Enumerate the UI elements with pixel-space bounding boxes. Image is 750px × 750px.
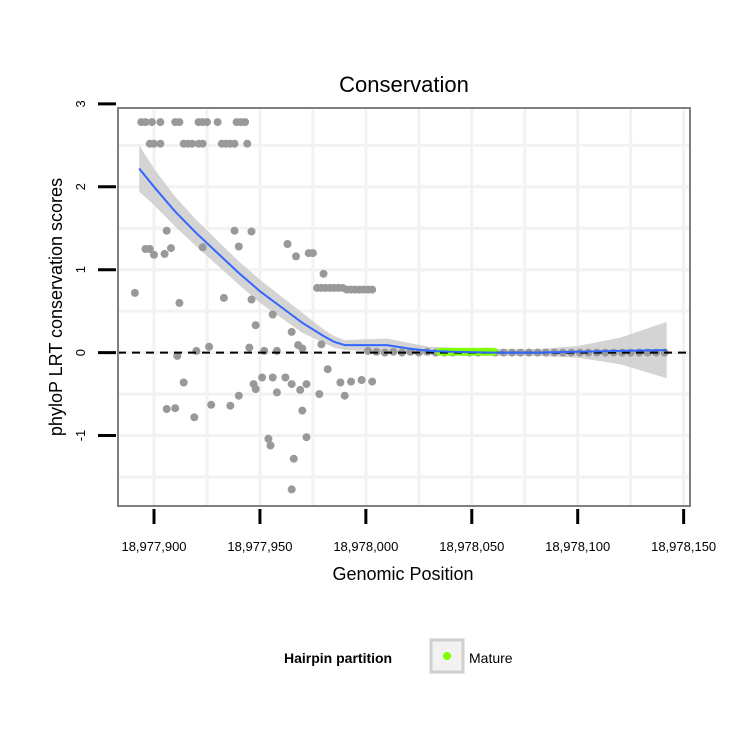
x-axis-ticks: 18,977,900 18,977,950 18,978,000 18,978,050… (121, 509, 716, 554)
legend-title: Hairpin partition (284, 650, 392, 666)
data-point (230, 226, 239, 235)
x-tick-label: 18,978,050 (439, 539, 504, 554)
data-point (266, 441, 275, 450)
data-point (247, 227, 256, 236)
x-tick-label: 18,978,100 (545, 539, 610, 554)
x-tick-label: 18,978,000 (333, 539, 398, 554)
plot-border (117, 107, 691, 507)
data-point (364, 346, 372, 355)
data-point (150, 139, 158, 148)
y-axis-ticks: -1 0 1 2 3 (73, 100, 116, 441)
data-point (175, 298, 184, 307)
x-tick-label: 18,977,900 (121, 539, 186, 554)
x-tick-label: 18,977,950 (227, 539, 292, 554)
y-tick-label: 3 (73, 100, 88, 107)
x-axis-title: Genomic Position (332, 564, 473, 584)
legend-label-mature: Mature (469, 650, 513, 666)
data-point (150, 250, 158, 259)
data-point (230, 139, 239, 148)
data-point (162, 405, 171, 413)
data-point (287, 485, 296, 494)
data-point (268, 310, 277, 319)
data-point (147, 118, 156, 127)
y-axis-title: phyloP LRT conservation scores (46, 178, 66, 436)
data-point (141, 118, 150, 127)
data-point (287, 327, 296, 336)
data-point (368, 377, 377, 386)
data-point (368, 285, 377, 294)
data-point (173, 351, 182, 360)
legend: Hairpin partition Mature (284, 638, 513, 674)
data-point (245, 343, 254, 352)
legend-mature-dot (443, 652, 451, 660)
data-point (145, 245, 154, 253)
data-point (296, 385, 305, 394)
data-point (156, 118, 165, 127)
data-point (190, 413, 199, 422)
smooth-line (138, 167, 667, 354)
data-point (268, 373, 277, 382)
data-point (241, 118, 250, 127)
y-tick-label: 1 (73, 266, 88, 273)
data-point (156, 139, 165, 148)
data-point (160, 249, 169, 258)
data-point (198, 243, 207, 252)
x-tick-label: 18,978,150 (651, 539, 716, 554)
data-point (234, 242, 243, 251)
data-point (389, 347, 398, 356)
data-point (258, 373, 267, 382)
data-point (243, 139, 252, 148)
data-point (213, 118, 222, 127)
data-point (272, 388, 281, 397)
data-point (251, 321, 260, 330)
data-point (130, 288, 139, 297)
data-point (205, 342, 214, 351)
plot-background (118, 108, 690, 506)
chart-title: Conservation (339, 72, 469, 97)
data-point (226, 401, 235, 410)
data-point (317, 340, 326, 349)
data-point (247, 295, 256, 304)
data-point (171, 404, 180, 413)
y-tick-label: -1 (73, 430, 88, 442)
y-tick-label: 0 (73, 349, 88, 356)
data-point (308, 249, 317, 258)
data-point (287, 380, 296, 389)
data-point (302, 380, 311, 389)
data-point (319, 269, 328, 278)
data-point (234, 391, 243, 400)
data-point (219, 293, 228, 302)
data-point (302, 433, 311, 442)
data-point (357, 376, 366, 384)
data-point (289, 454, 298, 463)
data-point (315, 390, 324, 399)
data-point (283, 240, 292, 248)
data-point (292, 252, 300, 261)
data-point (167, 244, 175, 253)
data-point (336, 378, 345, 387)
data-point (323, 365, 332, 374)
data-point (298, 344, 307, 353)
data-point (203, 118, 211, 127)
data-point (175, 118, 184, 127)
data-point (347, 377, 355, 386)
data-point (272, 346, 281, 355)
data-point (188, 139, 197, 148)
data-point (264, 434, 273, 443)
data-point (260, 346, 269, 355)
data-point (207, 400, 216, 409)
y-tick-label: 2 (73, 183, 88, 190)
data-point (198, 139, 207, 148)
data-point (251, 385, 260, 394)
data-point (179, 378, 188, 387)
data-point (281, 373, 290, 382)
data-point (298, 406, 307, 415)
data-point (192, 346, 201, 355)
data-point (162, 226, 171, 235)
data-point (340, 391, 349, 400)
